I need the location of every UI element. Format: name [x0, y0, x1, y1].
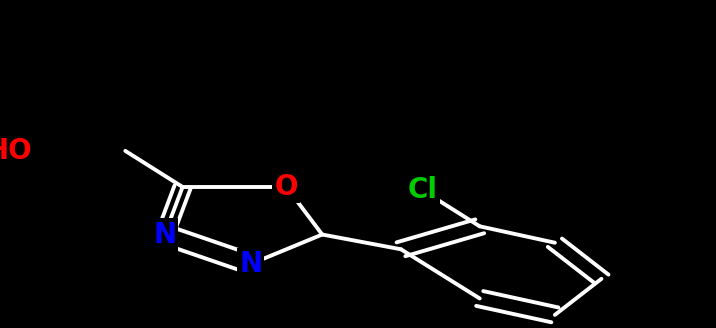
Text: N: N: [153, 220, 176, 249]
Text: O: O: [275, 173, 298, 201]
Text: HO: HO: [0, 137, 32, 165]
Text: Cl: Cl: [407, 176, 437, 204]
Text: N: N: [239, 250, 262, 278]
